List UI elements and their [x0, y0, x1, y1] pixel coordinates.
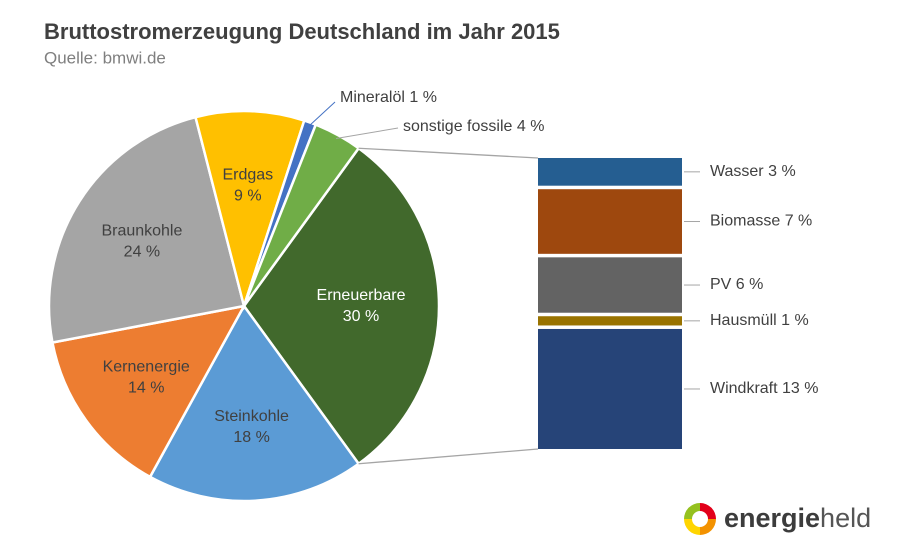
bar-category: Biomasse [710, 213, 780, 230]
slice-label: sonstige fossile 4 % [403, 118, 544, 135]
slice-value: 30 % [343, 308, 379, 325]
bar-value: 13 % [782, 380, 818, 397]
leader-line [308, 101, 336, 127]
logo-text: energieheld [724, 503, 871, 533]
logo: energieheld [684, 503, 871, 535]
slice-category: Braunkohle [101, 222, 182, 239]
pie-slice [50, 304, 247, 479]
bar-segment [538, 316, 682, 326]
logo-icon [700, 503, 716, 519]
logo-icon [700, 519, 716, 535]
bar-value: 1 % [781, 312, 809, 329]
leader-line [335, 127, 399, 140]
slice-category: sonstige fossile [403, 118, 512, 135]
logo-icon [684, 519, 700, 535]
bar-segment [538, 257, 682, 313]
slice-category: Mineralöl [340, 89, 405, 106]
bar-value: 7 % [785, 213, 813, 230]
pie-slice [148, 303, 361, 503]
bar-category: Wasser [710, 163, 764, 180]
pie-slice [242, 146, 441, 466]
bar-label: Hausmüll 1 % [710, 312, 809, 329]
slice-label: Mineralöl 1 % [340, 89, 437, 106]
bar-segment [538, 189, 682, 254]
bar-value: 6 % [736, 276, 764, 293]
connector-line [358, 147, 539, 159]
slice-category: Erdgas [222, 166, 273, 183]
pie-slice [193, 109, 306, 311]
pie-slice [47, 115, 246, 345]
logo-icon [684, 503, 700, 519]
connector-line [358, 448, 539, 465]
bar-value: 3 % [768, 163, 796, 180]
slice-value: 4 % [517, 118, 545, 135]
bar-label: Biomasse 7 % [710, 213, 812, 230]
pie-slice [242, 123, 361, 307]
bar-label: PV 6 % [710, 276, 763, 293]
bar-category: Windkraft [710, 380, 778, 397]
slice-category: Steinkohle [214, 408, 289, 425]
bar-category: PV [710, 276, 732, 293]
slice-category: Kernenergie [103, 358, 190, 375]
bar-segment [538, 328, 682, 449]
chart-title: Bruttostromerzeugung Deutschland im Jahr… [44, 19, 560, 44]
bar-label: Windkraft 13 % [710, 380, 819, 397]
slice-value: 1 % [409, 89, 437, 106]
slice-value: 14 % [128, 379, 164, 396]
bar-label: Wasser 3 % [710, 163, 796, 180]
logo-part: held [820, 503, 871, 533]
logo-part: energie [724, 503, 820, 533]
bar-category: Hausmüll [710, 312, 777, 329]
slice-value: 24 % [124, 243, 160, 260]
chart-subtitle: Quelle: bmwi.de [44, 48, 166, 67]
slice-value: 9 % [234, 187, 262, 204]
bar-segment [538, 158, 682, 186]
slice-category: Erneuerbare [317, 287, 406, 304]
slice-value: 18 % [233, 429, 269, 446]
